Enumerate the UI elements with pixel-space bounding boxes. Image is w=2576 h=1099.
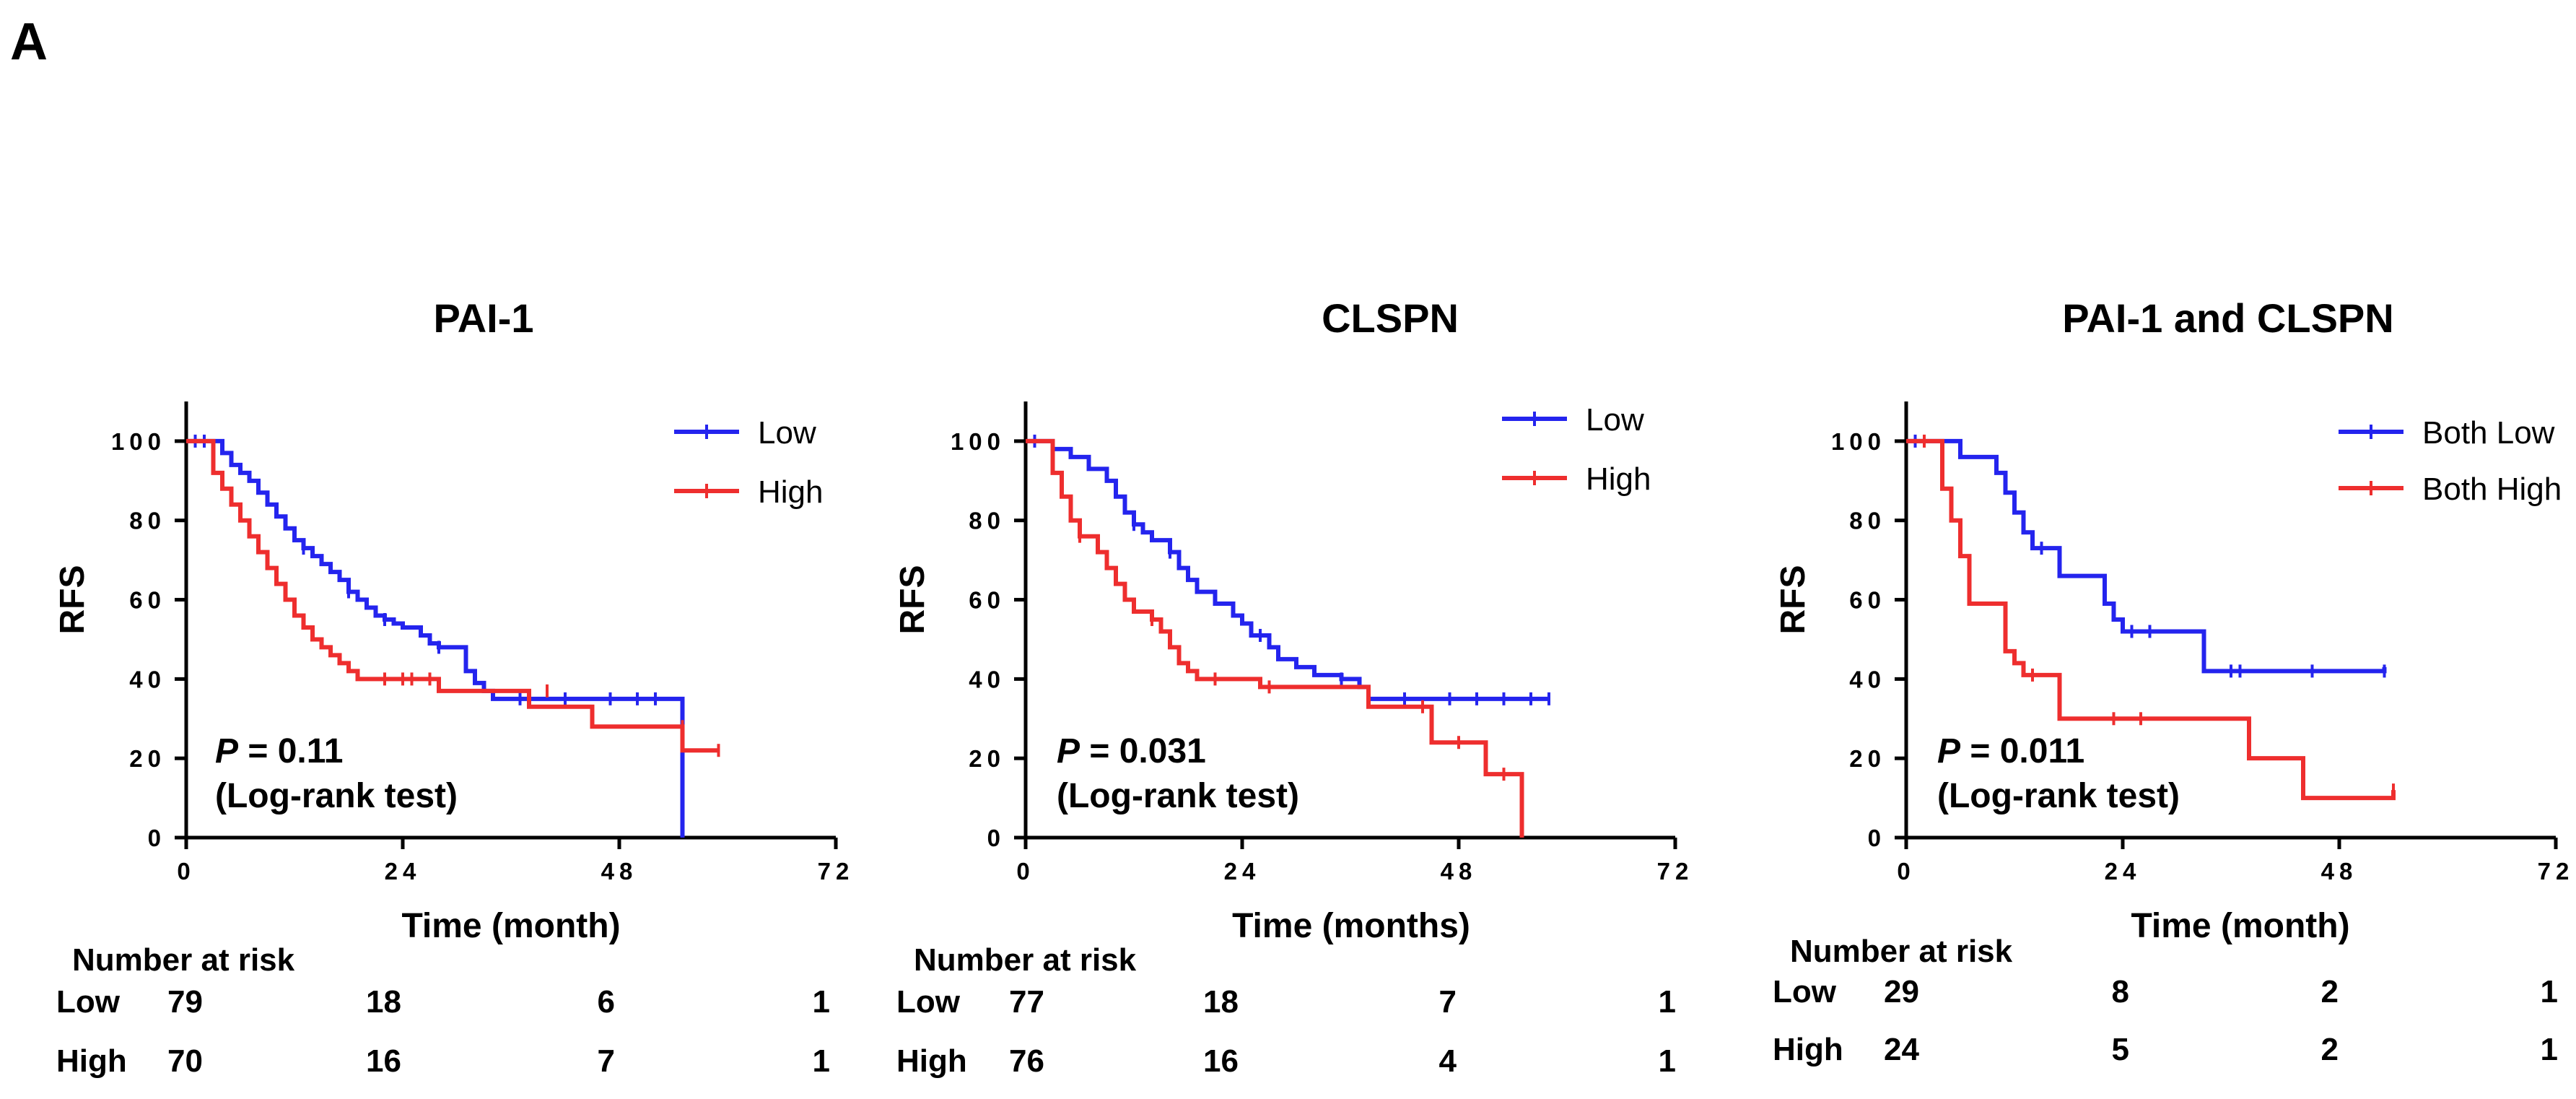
y-tick-label: 0	[1868, 825, 1886, 851]
risk-value: 2	[2321, 974, 2339, 1009]
km-panel-2: CLSPN 0 20 40 60 80 100 0 24 48 72 Time (months) RFS…	[894, 295, 1694, 1079]
legend-label: Low	[758, 415, 816, 451]
risk-row-label: High	[56, 1043, 127, 1079]
y-tick-label: 80	[129, 508, 166, 534]
y-tick-label: 0	[148, 825, 166, 851]
km-curve-both-high	[1906, 438, 2396, 801]
km-curve-high	[186, 438, 719, 753]
km-curve-high	[1026, 438, 1524, 838]
log-rank-label: (Log-rank test)	[1057, 777, 1299, 815]
km-panel-3: PAI-1 and CLSPN 0 20 40 60 80 100 0 24 48 72 Time (…	[1773, 295, 2575, 1067]
risk-value: 8	[2112, 974, 2129, 1009]
risk-row-label: Low	[1773, 974, 1837, 1009]
p-value: P = 0.011	[1937, 732, 2084, 770]
risk-value: 29	[1884, 974, 1919, 1009]
risk-value: 76	[1009, 1043, 1044, 1079]
y-tick-label: 100	[1831, 428, 1886, 455]
risk-value: 1	[813, 1043, 830, 1079]
legend-label: High	[758, 474, 824, 510]
x-axis-label: Time (months)	[1232, 907, 1470, 945]
y-tick-label: 60	[969, 587, 1005, 614]
x-tick-label: 48	[1441, 858, 1477, 885]
y-axis-label: RFS	[1774, 565, 1812, 635]
chart-title: PAI-1 and CLSPN	[2062, 295, 2393, 341]
legend-label: Both Low	[2422, 415, 2555, 451]
y-tick-label: 60	[129, 587, 166, 614]
y-tick-label: 20	[969, 745, 1005, 772]
x-tick-label: 24	[385, 858, 422, 885]
y-tick-label: 20	[129, 745, 166, 772]
km-panel-1: PAI-1 0 20 40 60 80 100 0 24 48 72 Time (month) RFS L…	[53, 295, 855, 1079]
y-tick-label: 100	[111, 428, 166, 455]
y-tick-label: 60	[1849, 587, 1886, 614]
risk-value: 7	[598, 1043, 615, 1079]
y-tick-label: 100	[951, 428, 1005, 455]
risk-value: 7	[1439, 984, 1457, 1020]
x-tick-label: 0	[1897, 858, 1915, 885]
x-tick-label: 72	[818, 858, 855, 885]
risk-value: 18	[1203, 984, 1239, 1020]
km-curve-both-low	[1906, 438, 2387, 674]
x-axis-label: Time (month)	[2131, 907, 2349, 945]
y-tick-label: 20	[1849, 745, 1886, 772]
risk-value: 1	[2541, 1032, 2558, 1067]
legend-label: Both High	[2422, 472, 2562, 507]
risk-table-title: Number at risk	[1790, 934, 2013, 969]
x-tick-label: 48	[601, 858, 638, 885]
y-axis-label: RFS	[894, 565, 932, 635]
risk-value: 16	[366, 1043, 401, 1079]
log-rank-label: (Log-rank test)	[215, 777, 458, 815]
p-value: P = 0.11	[215, 732, 344, 770]
risk-value: 4	[1439, 1043, 1457, 1079]
risk-value: 70	[167, 1043, 203, 1079]
y-tick-label: 80	[969, 508, 1005, 534]
risk-value: 2	[2321, 1032, 2339, 1067]
y-tick-label: 40	[969, 666, 1005, 692]
x-tick-label: 72	[2538, 858, 2575, 885]
chart-title: CLSPN	[1322, 295, 1459, 341]
km-curve-low	[1026, 438, 1549, 701]
legend-label: Low	[1586, 402, 1644, 438]
risk-table-title: Number at risk	[72, 942, 295, 978]
y-tick-label: 40	[1849, 666, 1886, 692]
x-tick-label: 0	[1016, 858, 1034, 885]
x-tick-label: 24	[2105, 858, 2141, 885]
y-tick-label: 0	[987, 825, 1005, 851]
x-axis-label: Time (month)	[401, 907, 620, 945]
y-axis-label: RFS	[53, 565, 92, 635]
risk-value: 16	[1203, 1043, 1239, 1079]
risk-value: 77	[1009, 984, 1044, 1020]
panel-label: A	[10, 13, 48, 71]
x-tick-label: 48	[2321, 858, 2358, 885]
chart-title: PAI-1	[434, 295, 534, 341]
y-tick-label: 80	[1849, 508, 1886, 534]
risk-row-label: Low	[896, 984, 961, 1020]
risk-value: 5	[2112, 1032, 2129, 1067]
risk-value: 1	[1659, 984, 1676, 1020]
risk-row-label: High	[1773, 1032, 1843, 1067]
legend-label: High	[1586, 461, 1651, 497]
risk-table-title: Number at risk	[914, 942, 1137, 978]
log-rank-label: (Log-rank test)	[1937, 777, 2180, 815]
risk-row-label: High	[896, 1043, 967, 1079]
x-tick-label: 24	[1224, 858, 1261, 885]
km-curve-low	[186, 438, 685, 838]
risk-value: 1	[1659, 1043, 1676, 1079]
p-value: P = 0.031	[1057, 732, 1206, 770]
risk-value: 1	[2541, 974, 2558, 1009]
risk-value: 6	[598, 984, 615, 1020]
risk-value: 79	[167, 984, 203, 1020]
y-tick-label: 40	[129, 666, 166, 692]
risk-value: 1	[813, 984, 830, 1020]
risk-value: 24	[1884, 1032, 1919, 1067]
risk-value: 18	[366, 984, 401, 1020]
x-tick-label: 72	[1657, 858, 1694, 885]
x-tick-label: 0	[177, 858, 195, 885]
risk-row-label: Low	[56, 984, 121, 1020]
